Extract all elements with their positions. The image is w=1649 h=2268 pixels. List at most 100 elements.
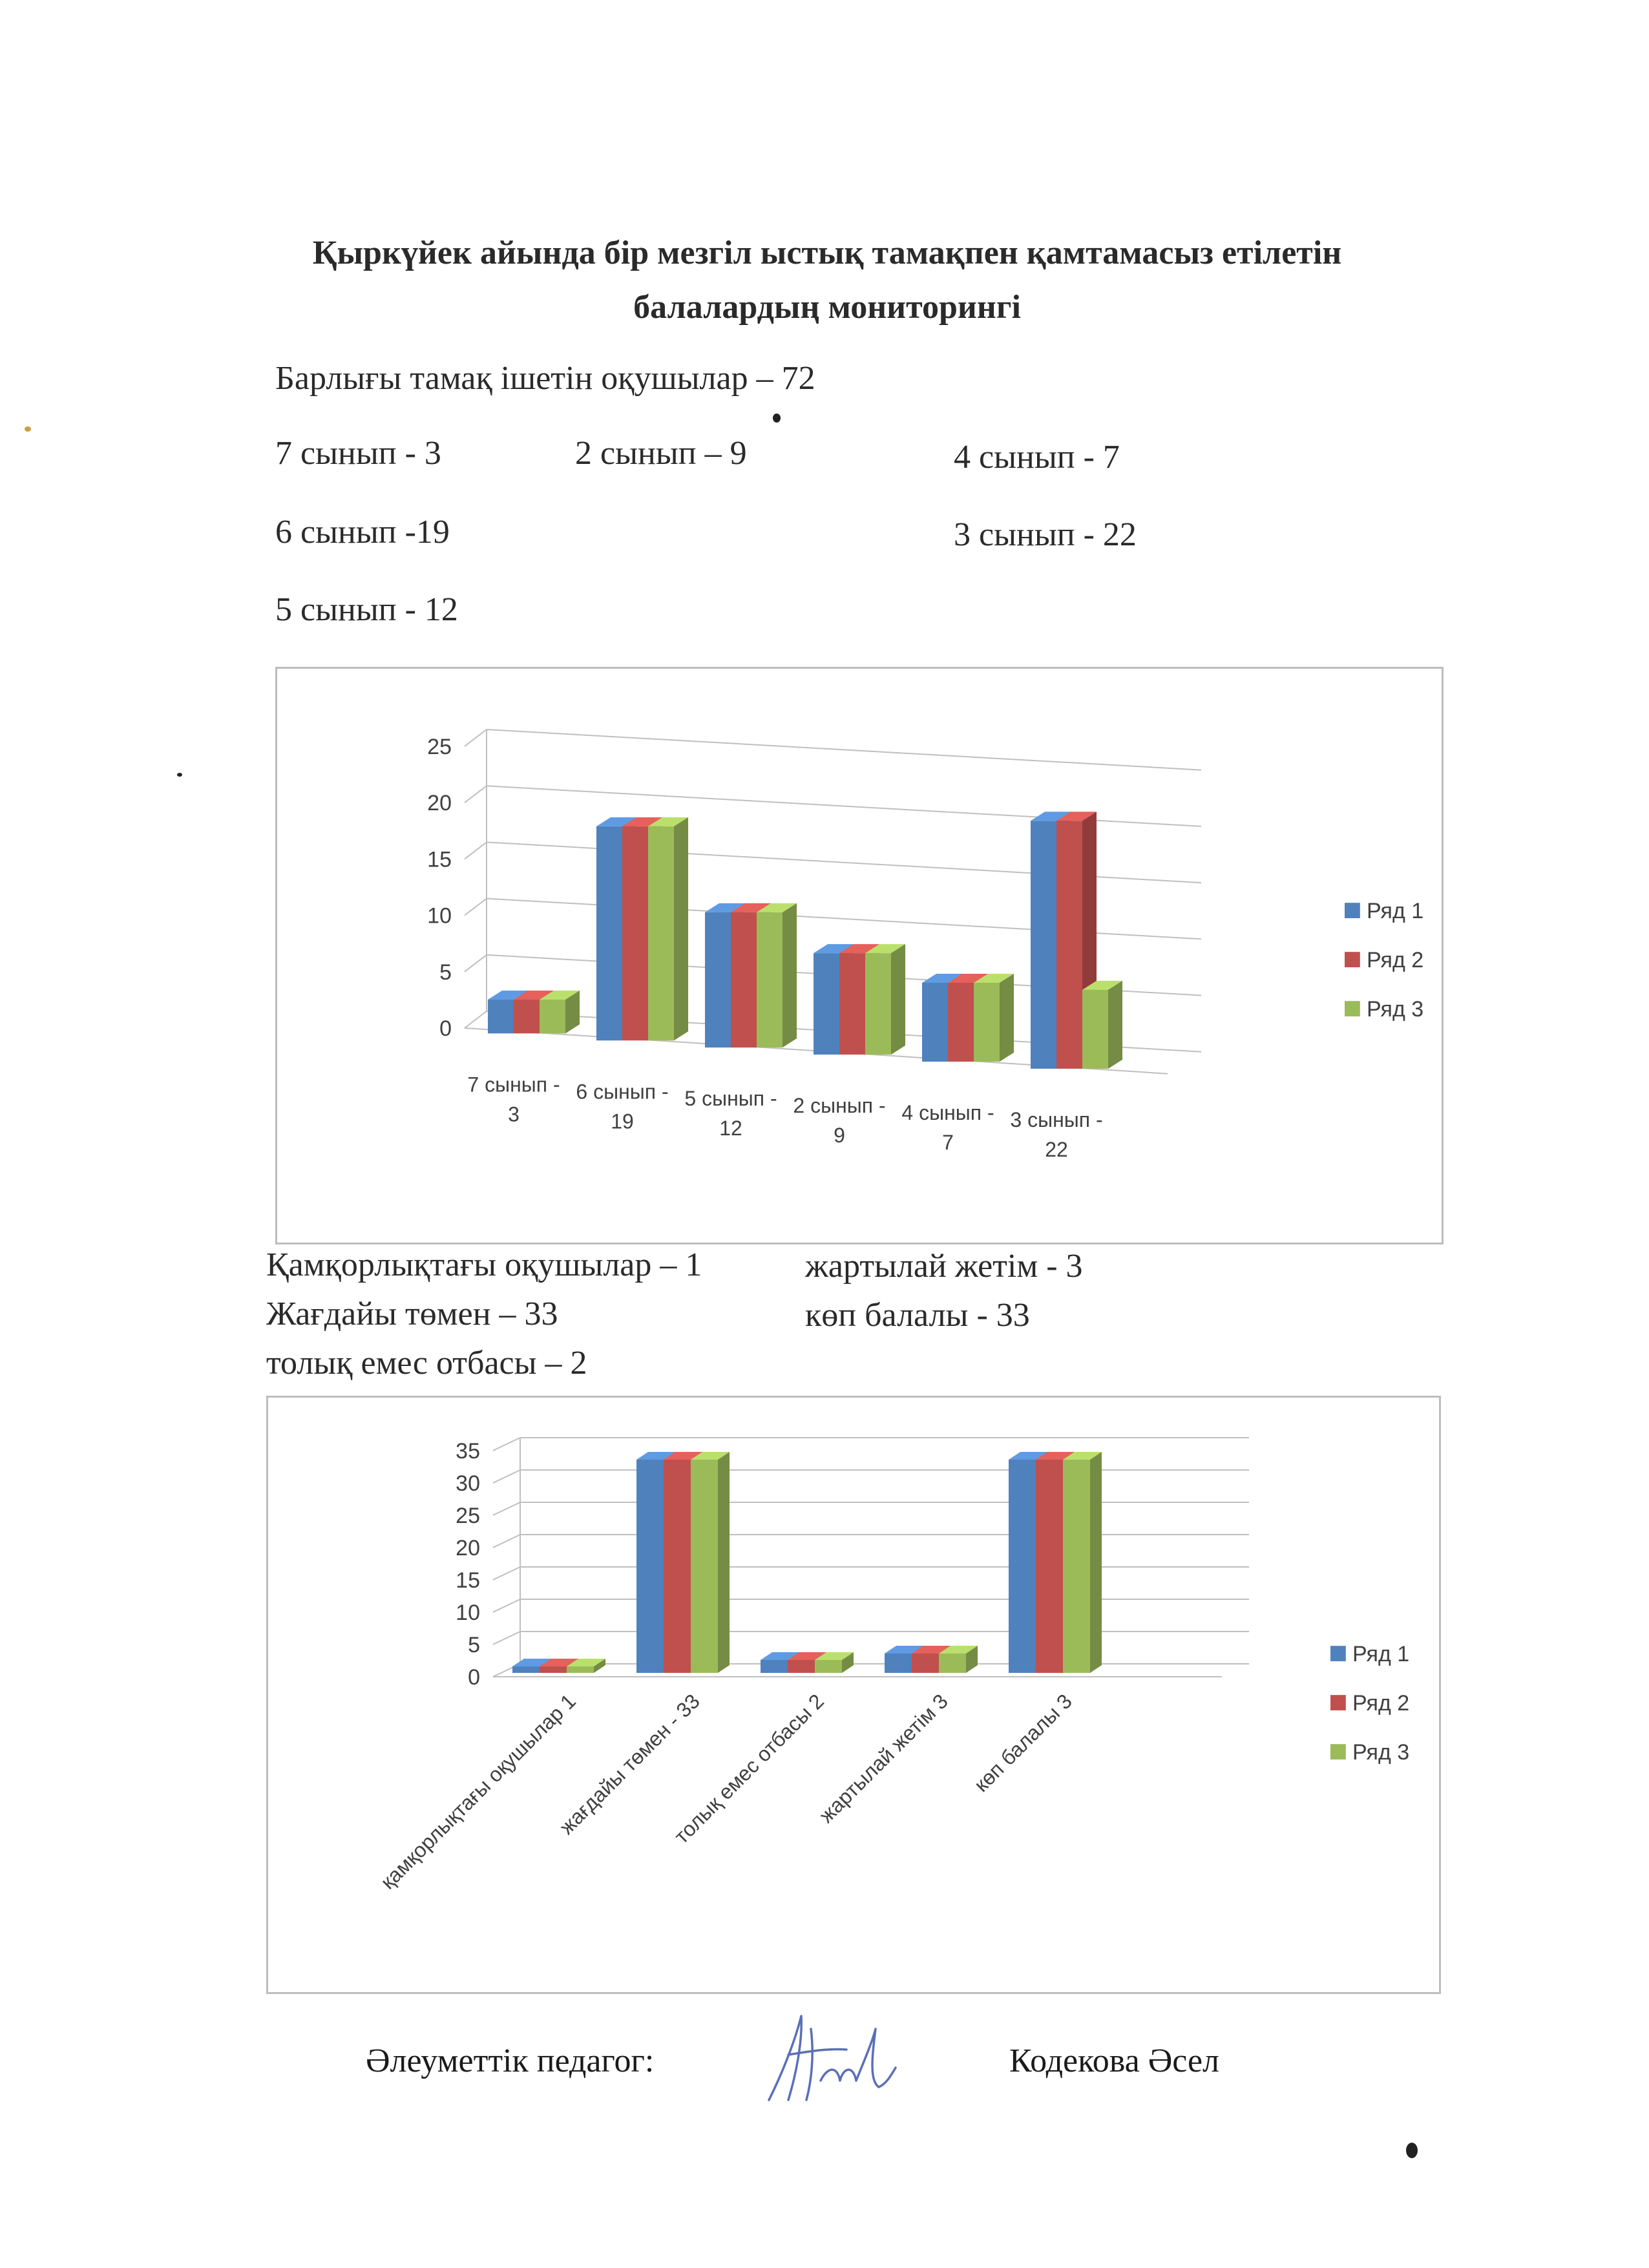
bar-side xyxy=(891,944,905,1055)
bar-top xyxy=(540,1659,578,1666)
y-tick-label: 35 xyxy=(456,1439,480,1464)
bar-5-3 xyxy=(974,973,1014,1062)
y-tick-label: 15 xyxy=(427,847,452,872)
bar-side xyxy=(718,1452,730,1673)
bar-front xyxy=(974,982,1000,1062)
bar-front xyxy=(939,1654,966,1673)
bar-top xyxy=(922,973,962,983)
bar-top xyxy=(731,903,771,912)
care-students-count: Қамқорлықтағы оқушылар – 1 xyxy=(266,1246,702,1283)
x-tick-label: 3 сынып - xyxy=(1010,1108,1102,1131)
bar-top xyxy=(1056,812,1097,821)
bar-side xyxy=(966,1646,978,1673)
bar-top xyxy=(1082,980,1122,990)
x-tick-label: 7 сынып - xyxy=(467,1073,560,1096)
bar-front xyxy=(788,1660,815,1673)
x-tick-label: қамқорлықтағы оқушылар 1 xyxy=(376,1689,580,1893)
legend-swatch-2 xyxy=(1345,952,1360,967)
large-family-count: көп балалы - 33 xyxy=(805,1297,1030,1334)
bar-front xyxy=(622,826,648,1041)
x-tick-label: көп балалы 3 xyxy=(969,1689,1077,1796)
legend-label-1: Ряд 1 xyxy=(1352,1642,1409,1666)
bar-3-3 xyxy=(757,903,797,1048)
bar-side xyxy=(1000,973,1014,1062)
bar-front xyxy=(705,912,731,1048)
gridline-depth xyxy=(464,785,487,803)
scan-speck xyxy=(1406,2143,1418,2158)
bar-front xyxy=(912,1654,939,1673)
legend-swatch-1 xyxy=(1330,1646,1346,1661)
legend-swatch-3 xyxy=(1330,1744,1346,1759)
bar-2-3 xyxy=(648,817,688,1041)
bar-top xyxy=(540,991,580,1000)
bar-front xyxy=(814,953,839,1055)
bar-side xyxy=(1090,1452,1102,1673)
bar-front xyxy=(664,1460,691,1673)
y-tick-label: 20 xyxy=(427,791,452,815)
y-tick-label: 0 xyxy=(439,1016,452,1041)
classes-bar-chart: 0 5 10 15 20 25 7 сынып - 3 6 сынып - 19 5 сынып -… xyxy=(275,667,1444,1244)
bar-top xyxy=(885,1646,923,1654)
gridline-depth xyxy=(492,1534,521,1548)
bar-4-3 xyxy=(865,944,905,1055)
bar-front xyxy=(1056,821,1082,1069)
bar-front xyxy=(691,1460,718,1673)
bar-top xyxy=(788,1652,826,1660)
bar-1-3 xyxy=(567,1659,605,1673)
y-tick-label: 15 xyxy=(456,1568,480,1593)
bar-front xyxy=(488,1000,514,1034)
bar-front xyxy=(885,1654,912,1673)
bar-top xyxy=(512,1659,551,1666)
bar-2-3 xyxy=(691,1452,730,1673)
bar-front xyxy=(948,982,974,1062)
half-orphan-count: жартылай жетім - 3 xyxy=(805,1248,1083,1285)
bar-top xyxy=(939,1646,978,1654)
gridline-depth xyxy=(464,898,487,916)
class-4-count: 4 сынып - 7 xyxy=(954,439,1120,476)
gridline-depth xyxy=(492,1631,521,1645)
bar-top xyxy=(814,944,854,954)
legend-label-1: Ряд 1 xyxy=(1367,899,1423,923)
bar-front xyxy=(540,1000,565,1034)
bar-top xyxy=(974,973,1014,983)
bar-front xyxy=(1009,1460,1036,1673)
bar-side xyxy=(565,991,580,1034)
bar-front xyxy=(512,1666,540,1673)
incomplete-family-count: толық емес отбасы – 2 xyxy=(266,1345,587,1381)
gridline-depth xyxy=(492,1502,521,1516)
bar-top xyxy=(622,817,662,826)
y-tick-label: 5 xyxy=(468,1633,480,1657)
bar-top xyxy=(691,1452,730,1460)
bar-front xyxy=(757,912,782,1048)
bar-top xyxy=(865,944,905,954)
bar-top xyxy=(1031,812,1071,821)
bar-top xyxy=(567,1659,605,1666)
y-tick-label: 25 xyxy=(427,735,452,759)
bar-top xyxy=(636,1452,675,1460)
bar-top xyxy=(705,903,745,912)
x-tick-label: 9 xyxy=(834,1124,845,1147)
gridline-depth xyxy=(492,1469,521,1484)
class-2-count: 2 сынып – 9 xyxy=(575,435,747,472)
x-tick-label: жағдайы төмен - 33 xyxy=(555,1689,704,1838)
legend-swatch-2 xyxy=(1330,1695,1346,1710)
bar-side xyxy=(594,1659,605,1673)
bar-4-3 xyxy=(939,1646,978,1673)
bar-front xyxy=(648,826,674,1041)
y-tick-label: 5 xyxy=(439,960,452,985)
document-title-line-2: балалардың мониторингі xyxy=(633,289,1021,326)
scan-speck xyxy=(25,426,31,432)
x-tick-label: 19 xyxy=(611,1109,634,1133)
bar-top xyxy=(488,991,528,1000)
bar-top xyxy=(596,817,636,826)
bar-top xyxy=(1036,1452,1075,1460)
bar-front xyxy=(865,953,891,1055)
x-tick-label: 22 xyxy=(1045,1138,1068,1161)
legend-swatch-1 xyxy=(1345,903,1360,918)
y-tick-label: 30 xyxy=(456,1471,480,1496)
y-tick-label: 25 xyxy=(456,1504,480,1528)
bar-5-3 xyxy=(1063,1452,1102,1673)
bar-front xyxy=(567,1666,594,1673)
bar-top xyxy=(839,944,879,954)
